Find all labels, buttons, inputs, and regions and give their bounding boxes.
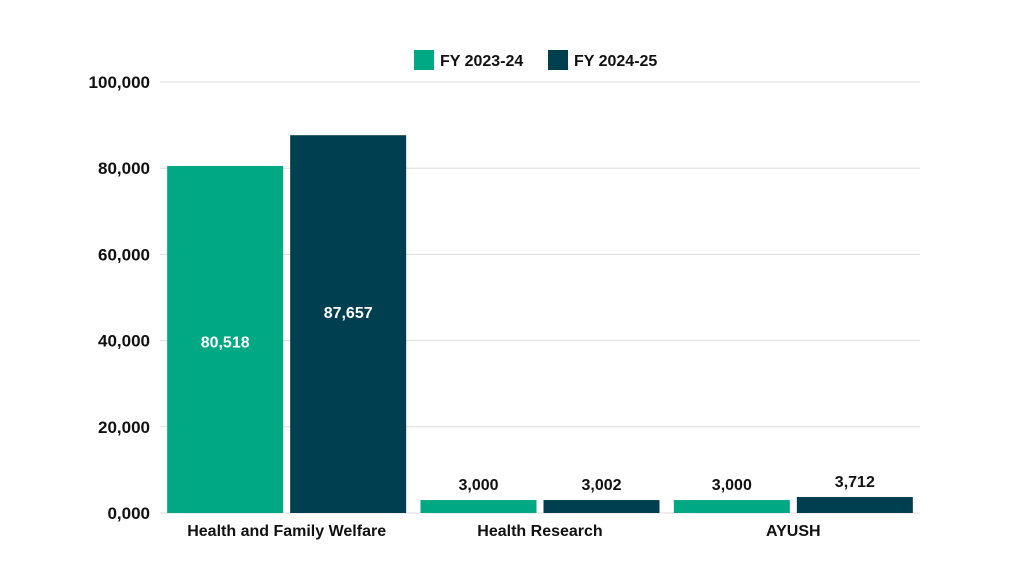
grid-lines — [160, 81, 920, 514]
bar — [290, 135, 407, 513]
bar — [673, 500, 790, 513]
legend-item: FY 2023-24 — [414, 50, 523, 70]
x-axis: Health and Family Welfare Health Research… — [187, 523, 820, 540]
legend-swatch — [548, 50, 568, 70]
bar — [420, 500, 537, 513]
y-axis: 0,000 20,000 40,000 60,000 80,000 100,000 — [89, 73, 150, 523]
data-label: 3,000 — [712, 477, 752, 494]
legend-label: FY 2023-24 — [440, 53, 523, 70]
legend-label: FY 2024-25 — [574, 53, 657, 70]
bar — [167, 165, 284, 514]
data-label: 87,657 — [324, 305, 373, 322]
legend: FY 2023-24 FY 2024-25 — [414, 50, 657, 70]
y-tick-label: 100,000 — [89, 73, 150, 92]
y-tick-label: 20,000 — [98, 418, 150, 437]
x-category-label: Health Research — [477, 523, 602, 540]
data-label: 3,712 — [835, 474, 875, 491]
bar — [543, 500, 660, 513]
data-label: 3,002 — [581, 477, 621, 494]
y-tick-label: 0,000 — [107, 504, 150, 523]
y-tick-label: 80,000 — [98, 159, 150, 178]
data-labels: 80,518 87,657 3,000 3,002 3,000 3,712 — [201, 305, 875, 494]
x-category-label: AYUSH — [766, 523, 821, 540]
bars — [167, 135, 913, 514]
data-label: 80,518 — [201, 334, 250, 351]
x-category-label: Health and Family Welfare — [187, 523, 386, 540]
y-tick-label: 40,000 — [98, 332, 150, 351]
y-tick-label: 60,000 — [98, 245, 150, 264]
legend-swatch — [414, 50, 434, 70]
legend-item: FY 2024-25 — [548, 50, 657, 70]
data-label: 3,000 — [458, 477, 498, 494]
bar — [796, 497, 913, 513]
